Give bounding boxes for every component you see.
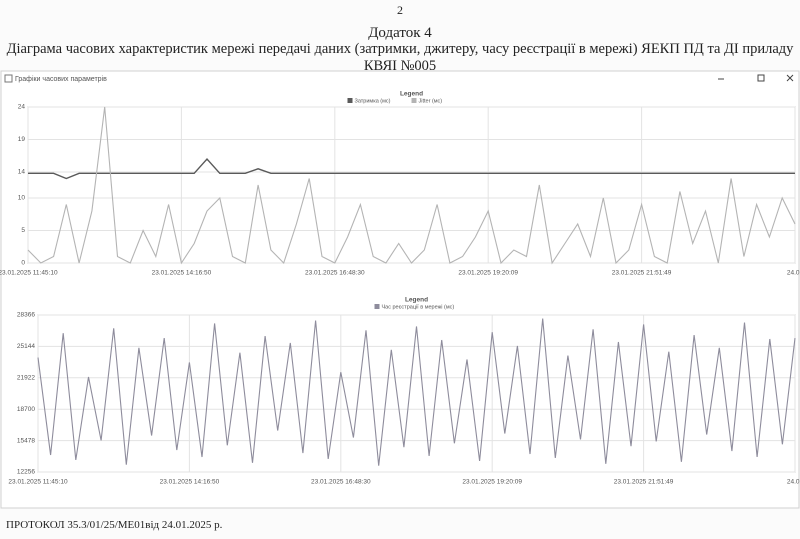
y-tick-label: 21922 xyxy=(17,375,35,382)
y-tick-label: 10 xyxy=(18,195,26,202)
legend-label: Час реєстрації в мережі (мс) xyxy=(382,304,455,310)
legend-swatch xyxy=(411,98,417,103)
page-number: 2 xyxy=(397,3,403,17)
y-tick-label: 14 xyxy=(18,169,26,176)
plot-area xyxy=(27,106,796,264)
y-tick-label: 15478 xyxy=(17,437,35,444)
y-tick-label: 18700 xyxy=(17,406,35,413)
y-tick-label: 25144 xyxy=(17,343,35,350)
window: Графіки часових параметрів 0 5 10 14 19 24 23.… xyxy=(0,70,800,509)
x-tick-label: 24.01 xyxy=(787,270,800,277)
legend-swatch xyxy=(347,98,353,103)
legend-label: Jitter (мс) xyxy=(419,98,443,104)
y-tick-label: 28366 xyxy=(17,312,35,319)
y-tick-label: 24 xyxy=(18,104,26,111)
x-tick-label: 23.01.2025 16:48:30 xyxy=(311,479,371,486)
x-tick-label: 23.01.2025 21:51:49 xyxy=(614,479,674,486)
x-tick-label: 23.01.2025 16:48:30 xyxy=(305,270,365,277)
y-tick-label: 0 xyxy=(21,260,25,267)
x-tick-label: 23.01.2025 21:51:49 xyxy=(612,270,672,277)
x-tick-label: 24.01 xyxy=(787,479,800,486)
close-button[interactable] xyxy=(786,74,794,82)
legend-title: Legend xyxy=(400,91,423,98)
window-icon xyxy=(4,74,13,83)
x-tick-label: 23.01.2025 14:16:50 xyxy=(160,479,220,486)
legend-title: Legend xyxy=(405,297,428,304)
y-tick-label: 5 xyxy=(21,227,25,234)
title: КВЯІ №005 xyxy=(363,58,437,74)
appendix: Додаток 4 xyxy=(368,25,432,41)
window-title: Графіки часових параметрів xyxy=(15,75,107,83)
plot-area xyxy=(37,314,796,473)
y-tick-label: 12256 xyxy=(17,469,35,476)
x-tick-label: 23.01.2025 11:45:10 xyxy=(0,270,58,277)
series-line xyxy=(37,318,796,466)
legend-label: Затримка (мс) xyxy=(355,98,391,104)
series-line xyxy=(28,157,795,180)
maximize-button[interactable] xyxy=(757,74,765,82)
x-tick-label: 23.01.2025 19:20:09 xyxy=(462,479,522,486)
y-tick-label: 19 xyxy=(18,136,26,143)
x-tick-label: 23.01.2025 19:20:09 xyxy=(458,270,518,277)
x-tick-label: 23.01.2025 14:16:50 xyxy=(152,270,212,277)
title: Діаграма часових характеристик мережі пе… xyxy=(6,41,794,57)
legend-swatch xyxy=(374,304,380,309)
x-tick-label: 23.01.2025 11:45:10 xyxy=(8,479,68,486)
series-line xyxy=(27,106,796,265)
footer: ПРОТОКОЛ 35.3/01/25/МЕ01від 24.01.2025 р… xyxy=(6,519,223,531)
